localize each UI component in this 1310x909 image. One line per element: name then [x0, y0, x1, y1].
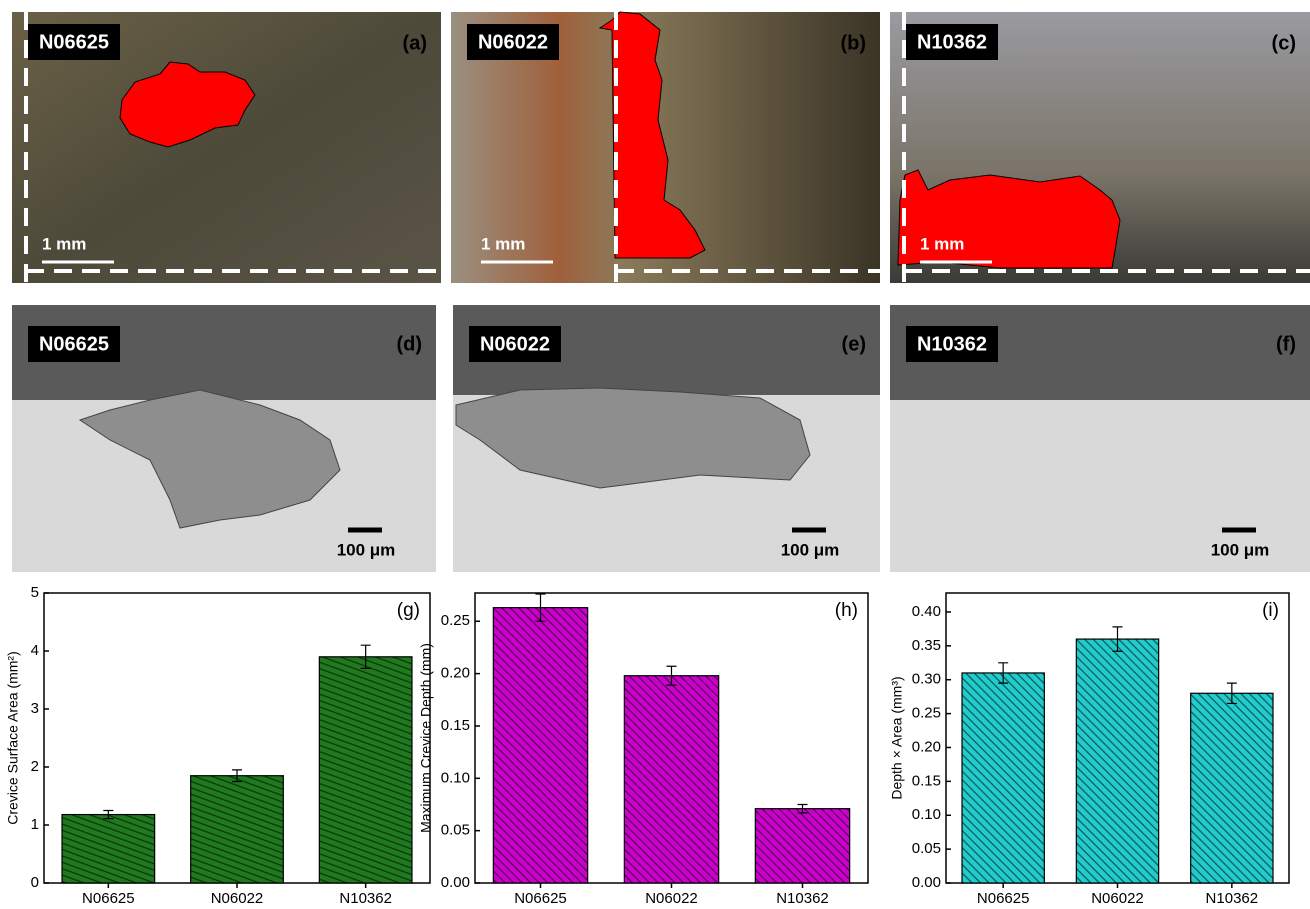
bar [493, 608, 587, 883]
y-tick-label: 3 [31, 700, 39, 717]
y-tick-label: 5 [31, 584, 39, 601]
y-tick-label: 0.40 [912, 603, 941, 620]
bar [1076, 639, 1158, 883]
x-tick-label: N10362 [776, 890, 829, 907]
y-tick-label: 0.15 [912, 772, 941, 789]
x-tick-label: N06625 [82, 890, 135, 907]
y-tick-label: 4 [31, 642, 39, 659]
x-tick-label: N10362 [339, 890, 392, 907]
panel-tag: (g) [397, 600, 420, 621]
x-tick-label: N10362 [1206, 890, 1259, 907]
bar [755, 809, 849, 883]
y-axis-label: Depth × Area (mm³) [889, 676, 905, 799]
panel-tag: (f) [1276, 333, 1296, 355]
panel-tag: (a) [403, 32, 427, 54]
panel-tag: (h) [835, 600, 858, 621]
y-tick-label: 0.25 [912, 705, 941, 722]
x-tick-label: N06625 [977, 890, 1030, 907]
y-tick-label: 0.20 [912, 738, 941, 755]
panel-tag: (e) [842, 333, 866, 355]
figure: N06625 (a) 1 mm N06022 (b) 1 mm N10362 (c) 1 mm N… [0, 0, 1310, 909]
y-tick-label: 0.00 [912, 874, 941, 891]
bar [319, 657, 412, 883]
x-tick-label: N06625 [514, 890, 567, 907]
panel-tag: (c) [1272, 32, 1296, 54]
panel-tag: (d) [396, 333, 422, 355]
sample-label: N06022 [480, 333, 550, 355]
bar [1191, 693, 1273, 883]
y-tick-label: 0.10 [912, 806, 941, 823]
y-tick-label: 0.35 [912, 637, 941, 654]
y-tick-label: 0.05 [441, 822, 470, 839]
y-tick-label: 0.05 [912, 840, 941, 857]
bar [962, 673, 1044, 883]
sample-label: N06625 [39, 31, 109, 53]
scale-label: 100 μm [337, 540, 396, 559]
y-tick-label: 0.25 [441, 612, 470, 629]
bar [624, 676, 718, 883]
y-tick-label: 0.30 [912, 671, 941, 688]
scale-label: 100 μm [1211, 540, 1270, 559]
bar [62, 815, 155, 883]
x-tick-label: N06022 [1091, 890, 1144, 907]
panel-tag: (i) [1262, 600, 1279, 621]
y-tick-label: 0 [31, 874, 39, 891]
y-tick-label: 0.15 [441, 717, 470, 734]
y-axis-label: Crevice Surface Area (mm²) [5, 651, 21, 824]
scale-label: 1 mm [42, 234, 86, 253]
y-tick-label: 2 [31, 758, 39, 775]
y-axis-label: Maximum Crevice Depth (mm) [418, 643, 434, 833]
sample-label: N10362 [917, 333, 987, 355]
x-tick-label: N06022 [645, 890, 698, 907]
sample-label: N06625 [39, 333, 109, 355]
scale-label: 1 mm [920, 234, 964, 253]
y-tick-label: 1 [31, 816, 39, 833]
panel-tag: (b) [840, 32, 866, 54]
x-tick-label: N06022 [211, 890, 264, 907]
y-tick-label: 0.10 [441, 769, 470, 786]
sample-label: N06022 [478, 31, 548, 53]
bar [191, 776, 284, 883]
sample-label: N10362 [917, 31, 987, 53]
y-tick-label: 0.00 [441, 874, 470, 891]
y-tick-label: 0.20 [441, 665, 470, 682]
scale-label: 100 μm [781, 540, 840, 559]
scale-label: 1 mm [481, 234, 525, 253]
